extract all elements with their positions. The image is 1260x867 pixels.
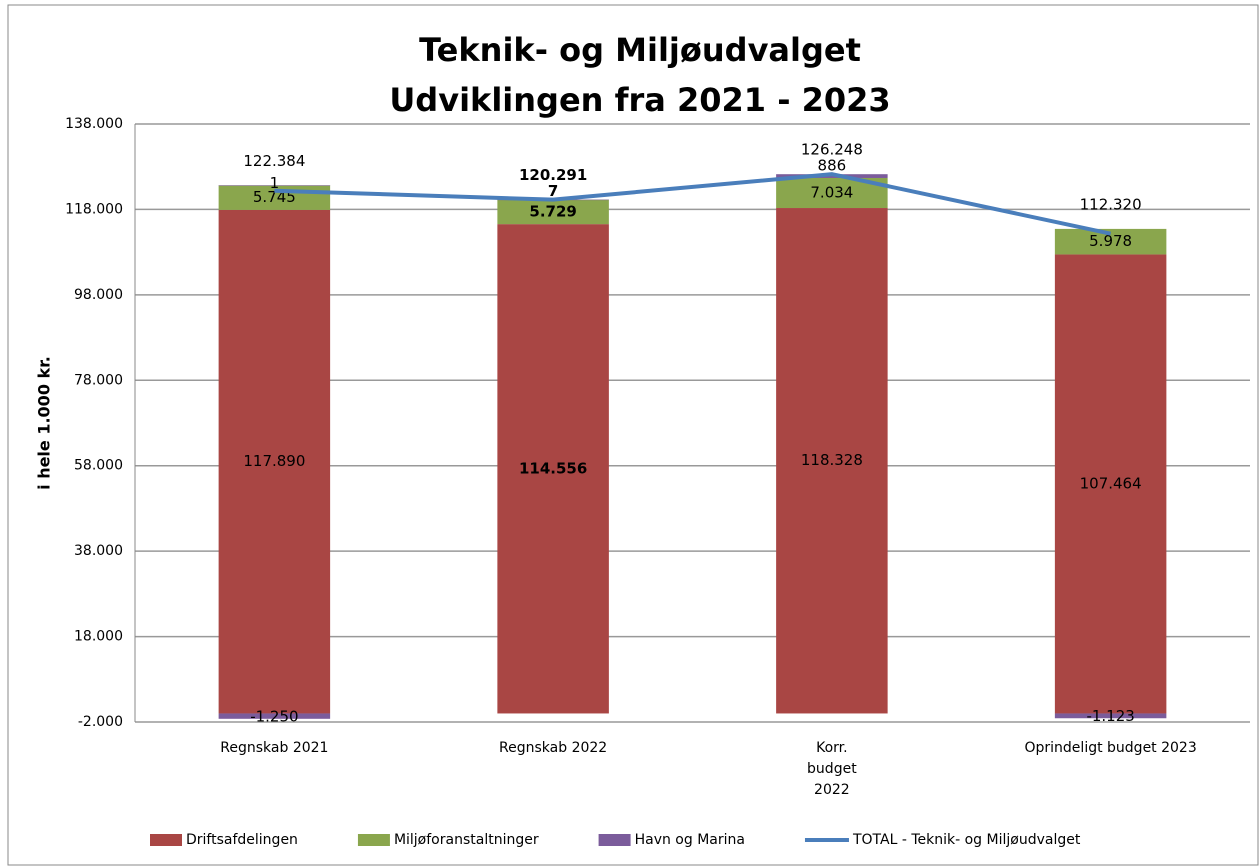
total-label: 112.320 — [1080, 195, 1142, 213]
bar-segment — [776, 208, 888, 714]
y-tick-label: 98.000 — [74, 287, 123, 303]
bar-segment — [1054, 713, 1167, 719]
bar-segment — [497, 199, 609, 225]
chart-title: Teknik- og Miljøudvalget — [419, 31, 861, 69]
data-label: 5.729 — [529, 202, 576, 220]
total-label: 122.384 — [243, 152, 305, 170]
x-tick-label: Oprindeligt budget 2023 — [1025, 740, 1197, 756]
legend-swatch — [598, 834, 631, 846]
total-label: 126.248 — [801, 141, 863, 159]
y-tick-label: 58.000 — [74, 458, 123, 474]
data-label: -1.123 — [1086, 707, 1134, 725]
y-tick-label: 38.000 — [74, 543, 123, 559]
total-line — [274, 172, 1112, 236]
bar-segment — [497, 224, 609, 714]
total-label: 120.291 — [519, 166, 587, 184]
data-label: 114.556 — [519, 459, 587, 477]
legend-label: TOTAL - Teknik- og Miljøudvalget — [852, 832, 1081, 848]
data-label: 118.328 — [801, 451, 863, 469]
legend-label: Driftsafdelingen — [186, 832, 298, 848]
x-tick-label: Regnskab 2022 — [499, 740, 607, 756]
bar-segment — [218, 713, 331, 719]
y-tick-label: 78.000 — [74, 372, 123, 388]
bar-segment — [218, 185, 331, 210]
y-tick-label: 18.000 — [74, 629, 123, 645]
data-label: -1.250 — [250, 707, 298, 725]
chart-subtitle: Udviklingen fra 2021 - 2023 — [389, 81, 890, 119]
legend-swatch — [357, 834, 390, 846]
bar-segment — [1054, 254, 1167, 714]
bar-segment — [218, 185, 331, 186]
y-axis-label: i hele 1.000 kr. — [35, 356, 54, 490]
bar-segment — [218, 209, 331, 714]
y-tick-label: -2.000 — [78, 714, 123, 730]
y-tick-label: 118.000 — [65, 201, 123, 217]
legend-label: Miljøforanstaltninger — [394, 832, 539, 848]
data-label: 7.034 — [810, 184, 853, 202]
data-label: 7 — [548, 182, 558, 200]
x-tick-label: Korr. budget 2022 — [807, 740, 857, 798]
data-label: 5.978 — [1089, 232, 1132, 250]
y-tick-label: 138.000 — [65, 116, 123, 132]
data-label: 117.890 — [243, 452, 305, 470]
legend-swatch — [150, 834, 182, 846]
data-label: 107.464 — [1080, 474, 1142, 492]
data-label: 886 — [818, 157, 847, 175]
legend-label: Havn og Marina — [635, 832, 745, 848]
data-label: 1 — [270, 174, 280, 192]
x-tick-label: Regnskab 2021 — [220, 740, 328, 756]
